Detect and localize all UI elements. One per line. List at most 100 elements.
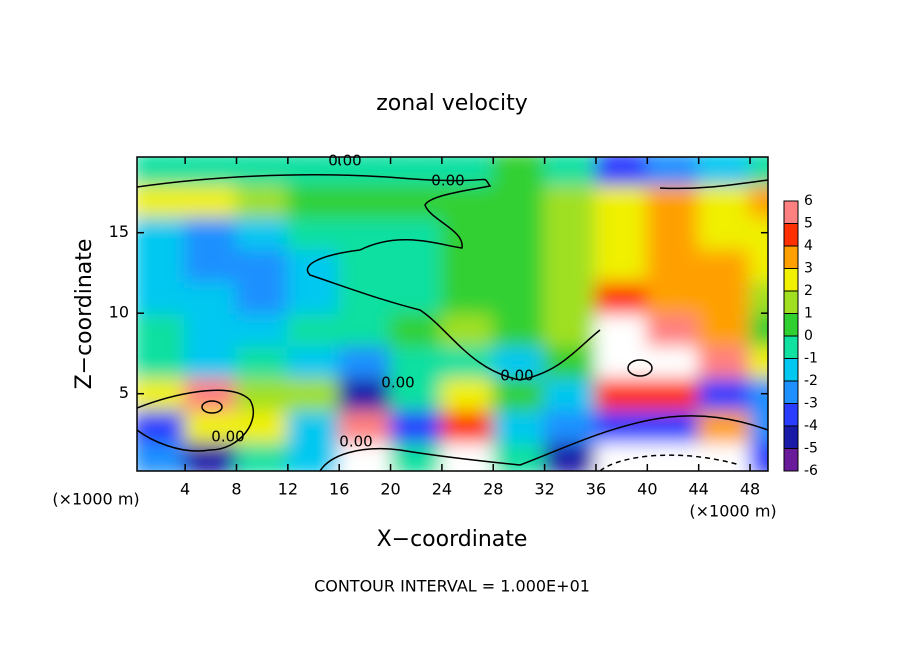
contour-label: 0.00 [328,152,361,170]
colorbar-swatch [783,335,799,359]
cell [440,312,495,347]
contour-label: 0.00 [339,433,372,451]
cell [338,441,392,471]
colorbar-label: 5 [804,216,813,232]
cell [389,247,443,282]
cell [646,279,700,315]
cell [749,408,768,444]
colorbar-swatch [783,425,799,449]
cell [749,441,768,471]
contour-line [599,454,741,471]
colorbar-swatch [783,380,799,404]
x-axis-label: X−coordinate [377,527,528,552]
cell [338,183,392,218]
cell [646,247,700,282]
x-unit-right: (×1000 m) [689,502,776,521]
colorbar-label: -3 [804,396,818,412]
cell [749,247,768,282]
contour-label: 0.00 [211,428,244,446]
cell [440,408,495,444]
cell [440,247,495,282]
cell [594,344,649,379]
cell [389,183,443,218]
cell [184,344,238,379]
contour-line [137,389,255,452]
cell [749,376,768,411]
cell [543,441,597,471]
cell [492,376,546,411]
plot-frame [136,156,769,472]
cell [389,441,443,471]
cell [286,376,341,411]
cell [184,376,238,411]
contour-line [319,415,768,471]
cell [543,247,597,282]
cell [492,157,546,186]
cell [492,247,546,282]
cell [646,215,700,250]
cell [389,215,443,250]
colorbar-label: -5 [804,441,818,457]
cell [543,157,597,186]
colorbar-label: -2 [804,373,818,389]
cell [389,408,443,444]
cell [235,247,289,282]
contour-line [137,173,601,381]
cell [235,312,289,347]
cell [594,247,649,282]
cell [749,344,768,379]
cell [492,183,546,218]
cell [235,344,289,379]
x-tick-label: 28 [483,480,503,499]
cell [137,183,187,218]
cell [543,215,597,250]
cell [338,247,392,282]
y-axis-label: Z−coordinate [72,239,97,390]
colorbar-label: -1 [804,351,818,367]
cells [137,157,768,471]
cell [338,157,392,186]
cell [594,312,649,347]
x-unit-left: (×1000 m) [52,490,139,509]
colorbar-swatch [783,358,799,382]
cell [646,344,700,379]
y-tick-label: 15 [109,222,129,241]
cell [697,157,752,186]
cell [137,247,187,282]
cell [338,376,392,411]
x-tick-label: 8 [231,480,241,499]
cell [137,312,187,347]
x-tick-label: 16 [329,480,349,499]
cell [137,441,187,471]
cell [646,376,700,411]
cell [286,441,341,471]
cell [137,408,187,444]
contour-line [627,359,653,377]
x-tick-label: 32 [534,480,554,499]
cell [697,247,752,282]
cell [286,183,341,218]
cell [440,183,495,218]
cell [646,408,700,444]
cell [697,441,752,471]
cell [338,279,392,315]
colorbar-label: 0 [804,328,813,344]
cell [749,215,768,250]
colorbar-label: 3 [804,261,813,277]
cell [646,312,700,347]
contour-line [659,179,768,190]
cell [440,441,495,471]
cell [594,157,649,186]
cell [543,279,597,315]
cell [697,344,752,379]
x-tick-label: 12 [278,480,298,499]
cell [543,376,597,411]
cell [492,408,546,444]
cell [338,312,392,347]
cell [389,376,443,411]
cell [235,183,289,218]
cell [697,408,752,444]
colorbar-label: 1 [804,306,813,322]
y-tick-label: 10 [109,303,129,322]
contour-line [201,400,223,414]
